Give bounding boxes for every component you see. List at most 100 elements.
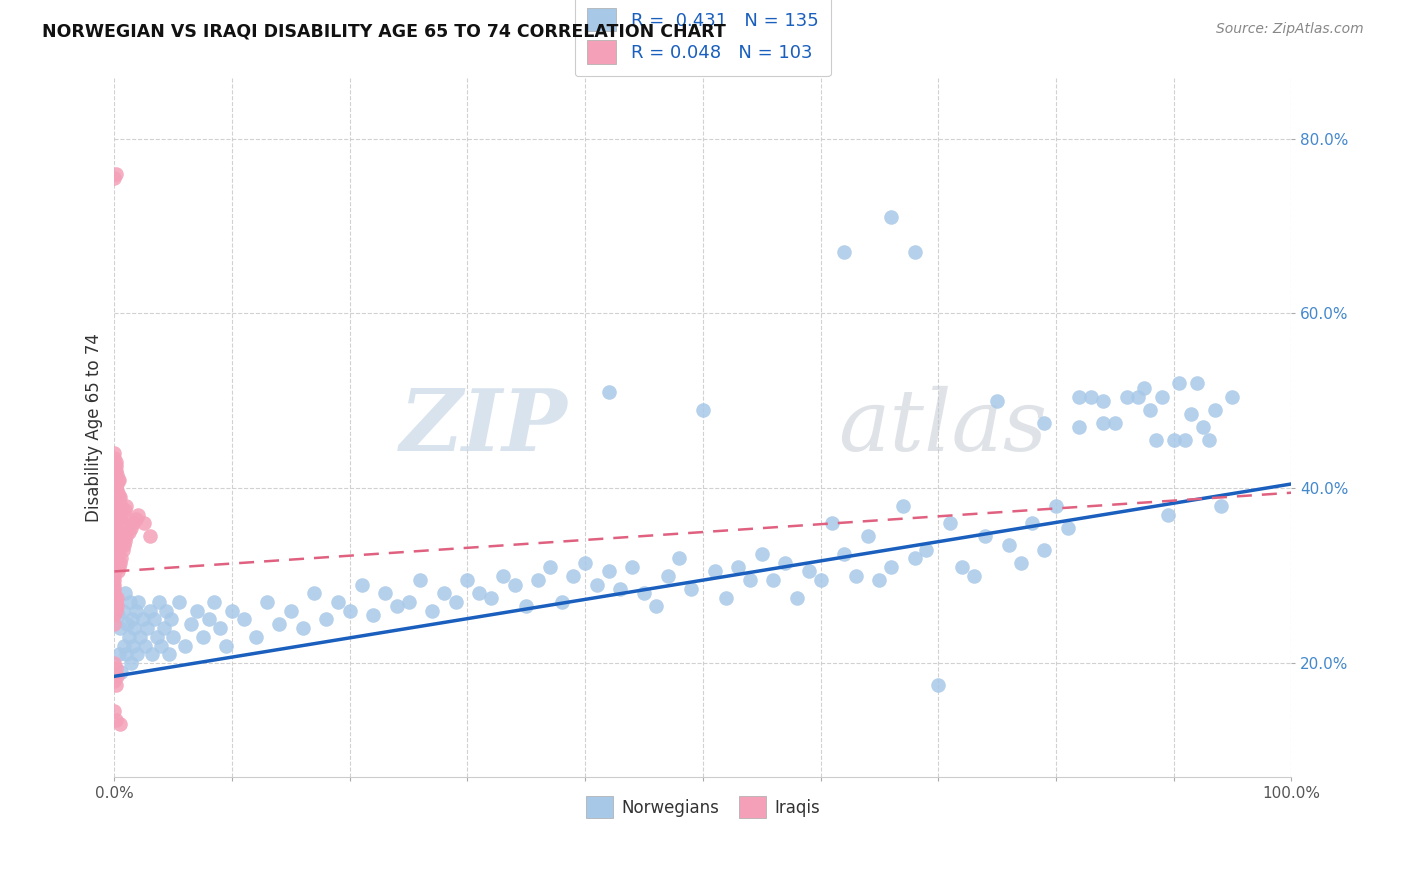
Point	[657, 568, 679, 582]
Point	[103, 565, 125, 579]
Point	[574, 556, 596, 570]
Point	[1033, 542, 1056, 557]
Point	[104, 473, 127, 487]
Point	[103, 512, 125, 526]
Point	[927, 678, 949, 692]
Point	[114, 533, 136, 548]
Point	[103, 529, 125, 543]
Point	[104, 560, 127, 574]
Point	[124, 512, 146, 526]
Point	[103, 657, 125, 671]
Point	[315, 613, 337, 627]
Point	[1139, 402, 1161, 417]
Point	[197, 613, 219, 627]
Point	[433, 586, 456, 600]
Point	[155, 604, 177, 618]
Point	[112, 508, 135, 522]
Point	[141, 648, 163, 662]
Point	[633, 586, 655, 600]
Point	[668, 551, 690, 566]
Point	[115, 529, 138, 543]
Point	[962, 568, 984, 582]
Point	[138, 529, 160, 543]
Point	[1133, 381, 1156, 395]
Point	[134, 639, 156, 653]
Point	[107, 485, 129, 500]
Point	[492, 568, 515, 582]
Point	[703, 565, 725, 579]
Point	[456, 573, 478, 587]
Point	[105, 591, 128, 605]
Point	[104, 595, 127, 609]
Point	[204, 595, 226, 609]
Point	[398, 595, 420, 609]
Point	[103, 481, 125, 495]
Point	[107, 473, 129, 487]
Point	[110, 665, 132, 679]
Point	[107, 524, 129, 539]
Point	[136, 621, 159, 635]
Point	[810, 573, 832, 587]
Point	[107, 565, 129, 579]
Point	[103, 599, 125, 614]
Point	[856, 529, 879, 543]
Point	[108, 490, 131, 504]
Point	[105, 529, 128, 543]
Legend: Norwegians, Iraqis: Norwegians, Iraqis	[579, 789, 827, 824]
Point	[1091, 416, 1114, 430]
Point	[232, 613, 254, 627]
Point	[125, 648, 148, 662]
Point	[550, 595, 572, 609]
Point	[1209, 499, 1232, 513]
Point	[104, 524, 127, 539]
Point	[221, 604, 243, 618]
Point	[104, 713, 127, 727]
Point	[180, 616, 202, 631]
Point	[716, 591, 738, 605]
Point	[110, 490, 132, 504]
Point	[986, 393, 1008, 408]
Point	[598, 385, 620, 400]
Point	[692, 402, 714, 417]
Point	[1010, 556, 1032, 570]
Point	[117, 630, 139, 644]
Point	[304, 586, 326, 600]
Point	[751, 547, 773, 561]
Point	[845, 568, 868, 582]
Point	[110, 717, 132, 731]
Point	[107, 538, 129, 552]
Point	[1033, 416, 1056, 430]
Point	[103, 616, 125, 631]
Point	[124, 621, 146, 635]
Point	[974, 529, 997, 543]
Point	[103, 473, 125, 487]
Point	[122, 516, 145, 531]
Point	[420, 604, 443, 618]
Point	[121, 613, 143, 627]
Point	[786, 591, 808, 605]
Point	[1168, 376, 1191, 391]
Point	[107, 512, 129, 526]
Point	[562, 568, 585, 582]
Point	[103, 464, 125, 478]
Point	[150, 639, 173, 653]
Text: atlas: atlas	[838, 386, 1047, 468]
Point	[104, 464, 127, 478]
Point	[162, 630, 184, 644]
Point	[124, 604, 146, 618]
Point	[904, 245, 927, 260]
Point	[738, 573, 761, 587]
Point	[103, 521, 125, 535]
Point	[1174, 434, 1197, 448]
Point	[104, 459, 127, 474]
Point	[131, 613, 153, 627]
Point	[773, 556, 796, 570]
Point	[153, 621, 176, 635]
Point	[103, 547, 125, 561]
Point	[104, 533, 127, 548]
Point	[127, 508, 149, 522]
Point	[105, 547, 128, 561]
Point	[104, 508, 127, 522]
Point	[108, 542, 131, 557]
Point	[103, 577, 125, 591]
